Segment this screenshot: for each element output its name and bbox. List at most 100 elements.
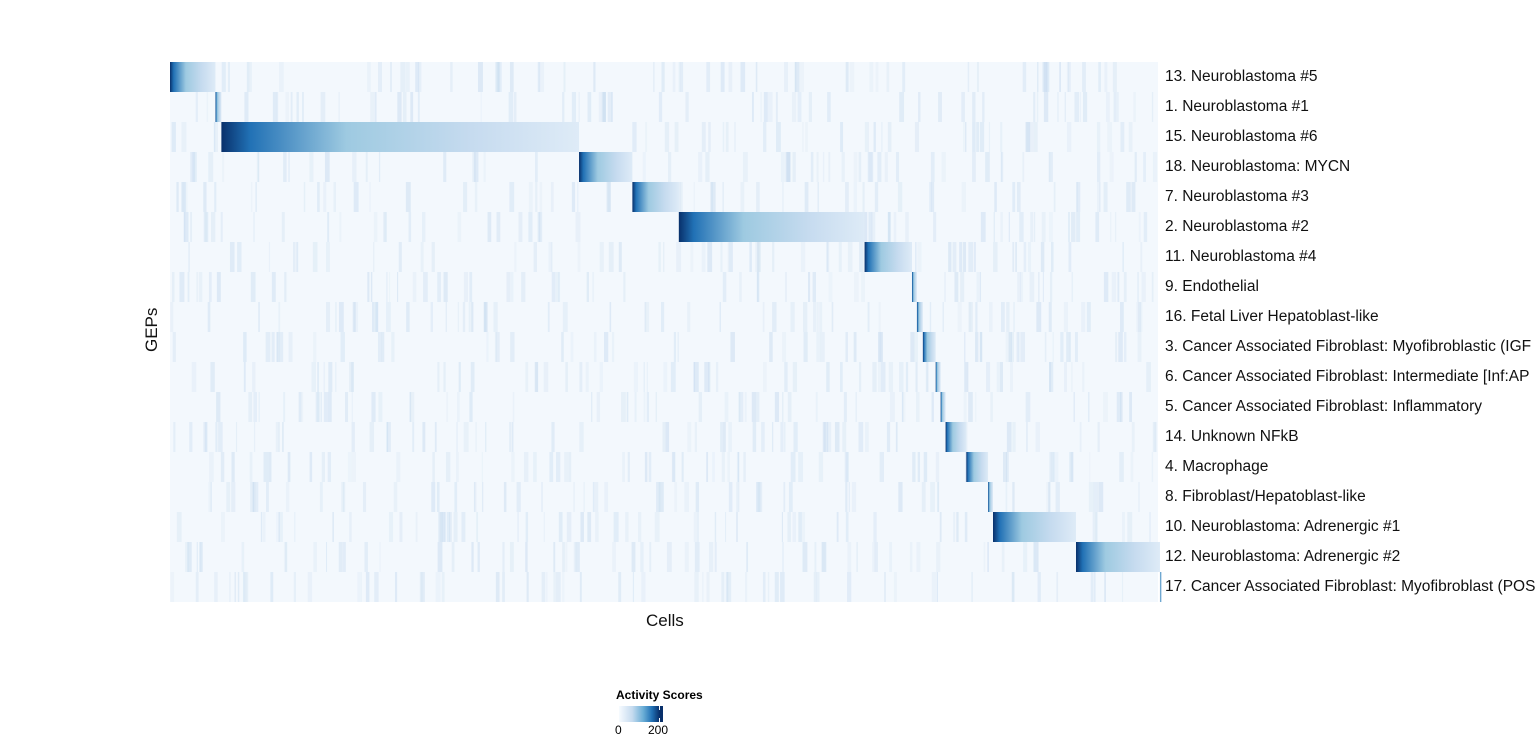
- background-stripe: [972, 122, 976, 152]
- background-stripe: [406, 302, 410, 332]
- background-stripe: [179, 272, 185, 302]
- background-stripe: [457, 212, 462, 242]
- background-stripe: [511, 452, 515, 482]
- background-stripe: [415, 512, 418, 542]
- background-stripe: [378, 392, 383, 422]
- background-stripe: [1121, 512, 1125, 542]
- background-stripe: [730, 332, 735, 362]
- background-stripe: [649, 542, 652, 572]
- background-stripe: [960, 272, 965, 302]
- background-stripe: [250, 272, 256, 302]
- background-stripe: [1096, 122, 1101, 152]
- background-stripe: [816, 332, 821, 362]
- background-stripe: [285, 92, 289, 122]
- background-stripe: [1023, 542, 1028, 572]
- background-stripe: [1036, 542, 1039, 572]
- background-stripe: [722, 122, 725, 152]
- background-stripe: [252, 482, 256, 512]
- background-stripe: [816, 152, 819, 182]
- background-stripe: [767, 572, 770, 602]
- background-stripe: [1082, 92, 1088, 122]
- background-stripe: [184, 182, 188, 212]
- background-stripe: [1027, 242, 1032, 272]
- heatmap-row: [170, 452, 1158, 482]
- background-stripe: [372, 302, 375, 332]
- background-stripe: [579, 422, 584, 452]
- background-stripe: [698, 152, 703, 182]
- background-stripe: [869, 62, 874, 92]
- background-stripe: [342, 482, 346, 512]
- background-stripe: [840, 122, 844, 152]
- background-stripe: [817, 182, 819, 212]
- background-stripe: [705, 152, 710, 182]
- background-stripe: [457, 392, 460, 422]
- heatmap-row: [170, 92, 1158, 122]
- background-stripe: [1140, 242, 1143, 272]
- background-stripe: [1137, 332, 1142, 362]
- background-stripe: [321, 452, 325, 482]
- background-stripe: [836, 512, 839, 542]
- background-stripe: [309, 452, 313, 482]
- background-stripe: [258, 302, 260, 332]
- background-stripe: [496, 62, 500, 92]
- background-stripe: [831, 302, 834, 332]
- background-stripe: [792, 362, 798, 392]
- background-stripe: [471, 542, 474, 572]
- background-stripe: [436, 482, 440, 512]
- row-label: 15. Neuroblastoma #6: [1165, 128, 1318, 145]
- background-stripe: [827, 92, 831, 122]
- background-stripe: [209, 452, 214, 482]
- background-stripe: [252, 362, 256, 392]
- background-stripe: [1115, 332, 1118, 362]
- background-stripe: [313, 542, 317, 572]
- background-stripe: [1033, 542, 1036, 572]
- background-stripe: [611, 332, 615, 362]
- background-stripe: [1137, 272, 1139, 302]
- background-stripe: [772, 242, 775, 272]
- background-stripe: [975, 332, 979, 362]
- background-stripe: [895, 422, 898, 452]
- background-stripe: [1069, 452, 1073, 482]
- background-stripe: [679, 182, 683, 212]
- background-stripe: [483, 302, 487, 332]
- background-stripe: [480, 92, 482, 122]
- background-stripe: [757, 272, 760, 302]
- background-stripe: [1082, 62, 1086, 92]
- background-stripe: [706, 452, 709, 482]
- gep-activity-block: [916, 302, 923, 332]
- row-label: 1. Neuroblastoma #1: [1165, 98, 1309, 115]
- background-stripe: [782, 392, 784, 422]
- background-stripe: [993, 212, 995, 242]
- background-stripe: [968, 392, 973, 422]
- background-stripe: [933, 212, 937, 242]
- background-stripe: [593, 332, 597, 362]
- background-stripe: [1118, 332, 1123, 362]
- background-stripe: [285, 482, 290, 512]
- row-label: 3. Cancer Associated Fibroblast: Myofibr…: [1165, 338, 1532, 355]
- background-stripe: [905, 212, 909, 242]
- background-stripe: [1041, 212, 1046, 242]
- background-stripe: [756, 392, 760, 422]
- background-stripe: [513, 92, 517, 122]
- legend-label-min: 0: [615, 723, 622, 737]
- background-stripe: [1088, 482, 1094, 512]
- background-stripe: [756, 482, 761, 512]
- background-stripe: [487, 212, 492, 242]
- background-stripe: [265, 332, 271, 362]
- background-stripe: [797, 92, 802, 122]
- background-stripe: [393, 482, 398, 512]
- background-stripe: [451, 542, 455, 572]
- background-stripe: [215, 422, 218, 452]
- background-stripe: [712, 452, 715, 482]
- background-stripe: [964, 332, 966, 362]
- background-stripe: [881, 122, 883, 152]
- background-stripe: [533, 452, 537, 482]
- background-stripe: [638, 512, 642, 542]
- background-stripe: [571, 92, 577, 122]
- background-stripe: [838, 242, 842, 272]
- gep-activity-block: [993, 512, 1076, 542]
- background-stripe: [412, 272, 417, 302]
- background-stripe: [708, 122, 711, 152]
- background-stripe: [988, 122, 991, 152]
- background-stripe: [1112, 62, 1117, 92]
